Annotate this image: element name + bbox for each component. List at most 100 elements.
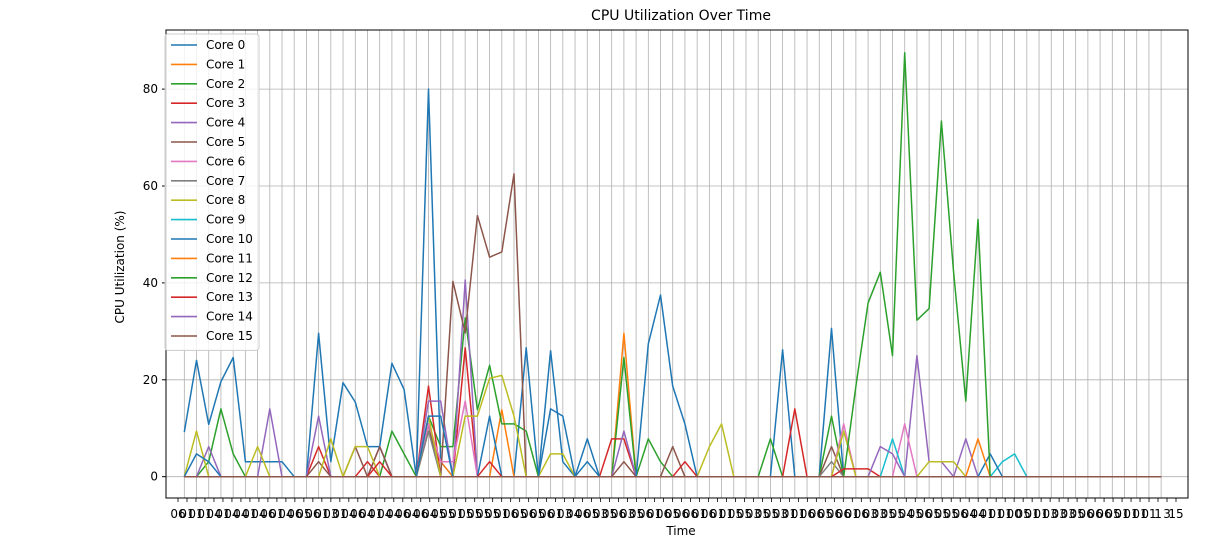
- x-tick-label: 06: [611, 507, 626, 521]
- x-tick-label: 03: [620, 507, 635, 521]
- x-tick-label: 06: [953, 507, 968, 521]
- x-tick-label: 06: [638, 507, 653, 521]
- x-tick-label: 05: [1016, 507, 1031, 521]
- legend-box: [164, 33, 260, 351]
- x-tick-label: 04: [422, 507, 437, 521]
- legend-label: Core 2: [206, 77, 245, 91]
- y-tick-label: 0: [150, 470, 158, 484]
- x-tick-label: 04: [899, 507, 914, 521]
- legend-label: Core 15: [206, 329, 253, 343]
- x-tick-label: 05: [1105, 507, 1120, 521]
- x-tick-label: 05: [629, 507, 644, 521]
- x-tick-label: 04: [386, 507, 401, 521]
- x-tick-label: 05: [665, 507, 680, 521]
- legend-label: Core 5: [206, 135, 245, 149]
- x-tick-label: 05: [431, 507, 446, 521]
- legend-label: Core 6: [206, 154, 245, 168]
- x-tick-label: 06: [170, 507, 185, 521]
- x-tick-label: 01: [188, 507, 203, 521]
- x-tick-label: 03: [746, 507, 761, 521]
- grid: [166, 30, 1188, 498]
- x-tick-label: 06: [1096, 507, 1111, 521]
- x-tick-label: 05: [755, 507, 770, 521]
- x-tick-label: 01: [998, 507, 1013, 521]
- x-tick-label: 15: [1168, 507, 1183, 521]
- x-tick-label: 03: [863, 507, 878, 521]
- y-tick-label: 20: [143, 373, 158, 387]
- x-tick-label: 06: [395, 507, 410, 521]
- legend: Core 0 Core 1 Core 2 Core 3 Core 4 Core 5 Core…: [164, 33, 260, 351]
- y-tick-label: 80: [143, 82, 158, 96]
- legend-label: Core 10: [206, 232, 253, 246]
- x-tick-label: 05: [908, 507, 923, 521]
- legend-label: Core 12: [206, 271, 253, 285]
- x-tick-label: 03: [773, 507, 788, 521]
- x-tick-label: 05: [737, 507, 752, 521]
- x-tick-label: 01: [989, 507, 1004, 521]
- x-tick-label: 04: [206, 507, 221, 521]
- x-tick-label: 06: [683, 507, 698, 521]
- x-tick-label: 01: [692, 507, 707, 521]
- x-tick-label: 06: [305, 507, 320, 521]
- x-tick-label: 05: [467, 507, 482, 521]
- x-tick-label: 01: [314, 507, 329, 521]
- x-tick-label: 06: [521, 507, 536, 521]
- x-tick-label: 06: [701, 507, 716, 521]
- x-tick-label: 04: [251, 507, 266, 521]
- x-tick-label: 01: [449, 507, 464, 521]
- x-tick-label: 06: [1087, 507, 1102, 521]
- x-tick-label: 05: [944, 507, 959, 521]
- x-tick-label: 01: [332, 507, 347, 521]
- x-tick-label: 01: [647, 507, 662, 521]
- x-tick-label: 01: [1141, 507, 1156, 521]
- x-tick-label: 03: [1042, 507, 1057, 521]
- y-tick-label: 40: [143, 276, 158, 290]
- x-tick-label: 06: [674, 507, 689, 521]
- x-tick-label: 05: [818, 507, 833, 521]
- x-tick-label: 3: [1163, 507, 1171, 521]
- x-tick-label: 03: [557, 507, 572, 521]
- x-tick-label: 01: [242, 507, 257, 521]
- series-lines: [183, 52, 1162, 478]
- x-tick-label: 05: [728, 507, 743, 521]
- legend-label: Core 4: [206, 116, 245, 130]
- x-tick-label: 04: [566, 507, 581, 521]
- x-tick-label: 06: [350, 507, 365, 521]
- x-tick-label: 06: [503, 507, 518, 521]
- x-tick-label: 01: [548, 507, 563, 521]
- legend-label: Core 9: [206, 213, 245, 227]
- x-tick-label: 04: [233, 507, 248, 521]
- x-tick-label: 06: [809, 507, 824, 521]
- x-tick-label: 04: [278, 507, 293, 521]
- x-tick-label: 01: [269, 507, 284, 521]
- x-tick-label: 01: [179, 507, 194, 521]
- legend-label: Core 11: [206, 251, 253, 265]
- x-tick-label: 01: [197, 507, 212, 521]
- x-tick-label: 05: [485, 507, 500, 521]
- x-tick-label: 01: [719, 507, 734, 521]
- x-tick-label: 1: [1154, 507, 1162, 521]
- x-tick-label: 04: [404, 507, 419, 521]
- x-tick-label: 05: [602, 507, 617, 521]
- x-tick-label: 01: [782, 507, 797, 521]
- x-tick-label: 05: [584, 507, 599, 521]
- x-tick-label: 01: [1033, 507, 1048, 521]
- x-tick-label: 06: [800, 507, 815, 521]
- x-tick-label: 01: [1123, 507, 1138, 521]
- x-tick-label: 06: [917, 507, 932, 521]
- x-tick-label: 05: [881, 507, 896, 521]
- x-tick-label: 01: [1132, 507, 1147, 521]
- legend-label: Core 13: [206, 290, 253, 304]
- x-tick-label: 01: [980, 507, 995, 521]
- x-tick-label: 06: [854, 507, 869, 521]
- x-tick-label: 06: [575, 507, 590, 521]
- legend-label: Core 7: [206, 174, 245, 188]
- x-tick-label: 01: [215, 507, 230, 521]
- x-axis-label: Time: [665, 524, 695, 538]
- x-tick-label: 06: [539, 507, 554, 521]
- legend-label: Core 3: [206, 96, 245, 110]
- x-tick-label: 05: [440, 507, 455, 521]
- x-tick-label: 04: [359, 507, 374, 521]
- x-tick-label: 01: [845, 507, 860, 521]
